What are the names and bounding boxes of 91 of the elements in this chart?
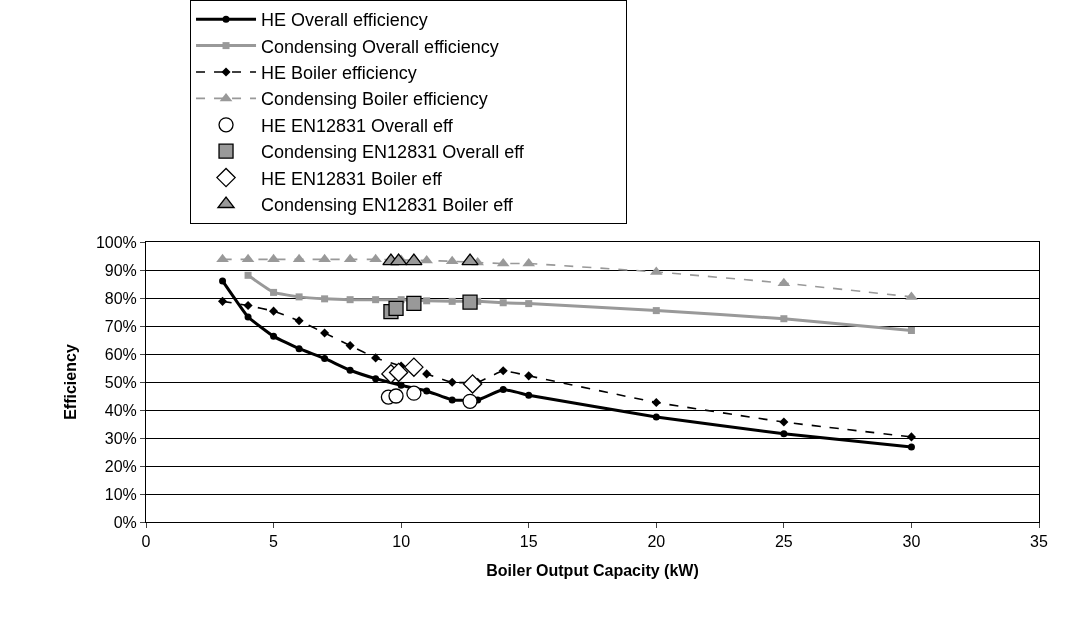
point (406, 385, 422, 401)
y-axis-title: Efficiency (61, 344, 79, 420)
point (219, 277, 227, 285)
y-tick-label: 100% (95, 233, 137, 251)
point (295, 345, 303, 353)
point (907, 443, 915, 451)
point (241, 253, 255, 263)
point (343, 253, 357, 263)
y-tick-label: 60% (104, 345, 137, 363)
point (318, 253, 331, 263)
point (397, 381, 405, 389)
point (907, 326, 915, 334)
point (267, 253, 280, 263)
point (346, 366, 354, 374)
y-tick-label: 70% (104, 317, 137, 335)
x-tick-label: 15 (519, 533, 538, 551)
point (372, 375, 380, 383)
point (651, 397, 661, 407)
point (498, 366, 508, 376)
y-tick-label: 50% (104, 373, 137, 391)
point (652, 413, 660, 421)
y-tick-label: 90% (104, 261, 137, 279)
legend-label: HE EN12831 Boiler eff (261, 168, 443, 189)
point (906, 432, 916, 442)
x-tick-label: 0 (141, 533, 151, 551)
legend-label: HE Overall efficiency (261, 10, 428, 31)
point (448, 297, 456, 305)
point (462, 393, 478, 409)
point (345, 341, 355, 351)
x-tick-label: 20 (647, 533, 666, 551)
point (780, 315, 788, 323)
point (244, 313, 252, 321)
point (371, 353, 381, 363)
point (448, 396, 456, 404)
point (321, 295, 329, 303)
x-axis-title: Boiler Output Capacity (kW) (486, 561, 699, 579)
point (244, 271, 252, 279)
point (652, 307, 660, 315)
point (270, 288, 278, 296)
point (321, 354, 329, 362)
x-tick-label: 25 (774, 533, 793, 551)
point (525, 300, 533, 308)
y-tick-label: 30% (104, 429, 137, 447)
legend-label: Condensing Boiler efficiency (261, 89, 488, 110)
point (346, 296, 354, 304)
point (525, 391, 533, 399)
x-tick-label: 10 (392, 533, 411, 551)
legend-label: Condensing Overall efficiency (261, 36, 499, 57)
point (780, 430, 788, 438)
point (388, 388, 404, 404)
point (779, 417, 789, 427)
legend-label: HE EN12831 Overall eff (261, 115, 454, 136)
point (422, 369, 432, 379)
point (388, 300, 404, 317)
point (423, 387, 431, 395)
y-tick-label: 20% (104, 457, 137, 475)
point (294, 316, 304, 326)
y-tick-label: 40% (104, 401, 137, 419)
point (461, 253, 479, 266)
point (524, 371, 534, 381)
point (295, 293, 303, 301)
x-tick-label: 35 (1030, 533, 1048, 551)
y-tick-label: 10% (104, 485, 137, 503)
point (216, 253, 229, 263)
point (217, 296, 228, 306)
point (270, 332, 278, 340)
point (388, 362, 409, 383)
x-tick-label: 5 (269, 533, 279, 551)
point (420, 254, 434, 264)
point (445, 255, 459, 265)
legend-label: HE Boiler efficiency (261, 63, 417, 84)
y-tick-label: 80% (104, 289, 137, 307)
point (292, 253, 306, 263)
point (243, 301, 253, 311)
point (447, 377, 457, 387)
point (404, 357, 424, 377)
point (423, 297, 431, 305)
point (320, 328, 330, 338)
point (269, 306, 279, 316)
point (462, 294, 478, 310)
point (462, 374, 483, 394)
point (499, 386, 507, 394)
legend-label: Condensing EN12831 Boiler eff (261, 195, 514, 216)
point (405, 253, 423, 266)
point (406, 295, 422, 311)
legend-label: Condensing EN12831 Overall eff (261, 142, 525, 163)
y-tick-label: 0% (113, 513, 137, 531)
x-tick-label: 30 (902, 533, 921, 551)
point (369, 253, 382, 263)
point (372, 296, 380, 304)
point (499, 299, 507, 307)
